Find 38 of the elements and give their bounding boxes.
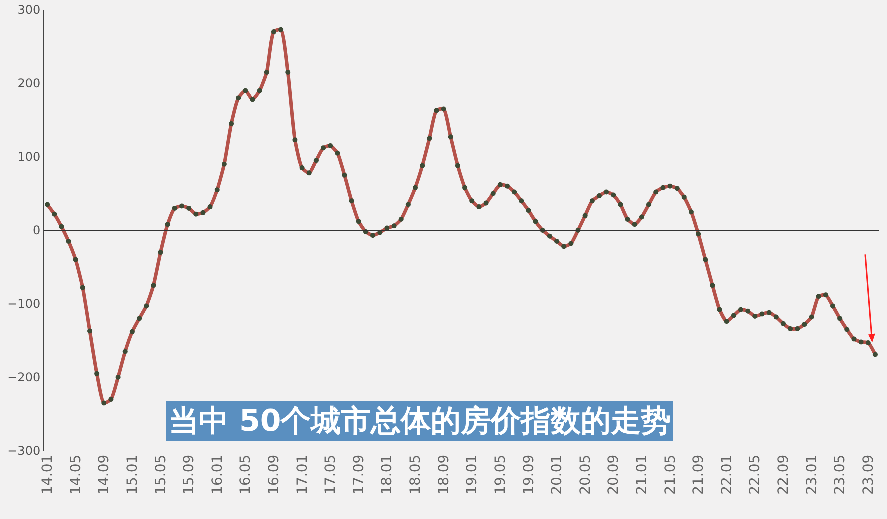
x-tick-label: 14.01: [40, 454, 56, 495]
x-tick-label: 20.01: [550, 454, 566, 495]
x-tick-label: 15.09: [182, 454, 198, 495]
x-tick-label: 14.05: [68, 454, 84, 495]
x-tick-label: 21.09: [691, 454, 708, 495]
x-tick-label: 18.05: [408, 454, 424, 495]
x-tick-label: 16.01: [210, 454, 226, 495]
y-tick-label: 200: [18, 76, 41, 91]
x-tick-label: 23.09: [860, 454, 877, 495]
x-tick-label: 17.01: [294, 454, 311, 495]
x-tick-label: 23.01: [804, 454, 820, 495]
y-tick-label: −300: [8, 444, 41, 458]
y-tick-label: −200: [8, 370, 41, 385]
y-tick-label: 100: [18, 150, 41, 164]
x-tick-label: 22.01: [719, 454, 736, 495]
x-tick-label: 23.05: [832, 454, 849, 495]
x-tick-label: 22.09: [776, 454, 792, 495]
x-tick-label: 20.09: [606, 454, 622, 495]
y-tick-label: 300: [18, 3, 41, 18]
y-tick-label: −100: [8, 297, 41, 312]
x-tick-label: 19.01: [464, 454, 481, 495]
x-tick-label: 19.09: [521, 454, 538, 495]
x-tick-label: 15.01: [125, 454, 141, 495]
x-tick-label: 17.05: [323, 454, 340, 495]
x-tick-label: 14.09: [96, 454, 113, 495]
x-tick-label: 21.05: [662, 454, 679, 495]
x-tick-label: 15.05: [153, 454, 170, 495]
x-tick-label: 17.09: [351, 454, 368, 495]
x-tick-label: 20.05: [578, 454, 594, 495]
x-tick-label: 16.05: [238, 454, 254, 495]
annotation: 当中 50个城市总体的房价指数的走势: [169, 404, 672, 439]
x-tick-label: 16.09: [266, 454, 283, 495]
x-tick-label: 18.09: [436, 454, 452, 495]
y-tick-label: 0: [32, 224, 41, 238]
x-tick-label: 19.05: [492, 454, 509, 495]
x-tick-label: 22.05: [748, 454, 764, 495]
x-tick-label: 18.01: [380, 454, 396, 495]
x-tick-label: 21.01: [634, 454, 650, 495]
